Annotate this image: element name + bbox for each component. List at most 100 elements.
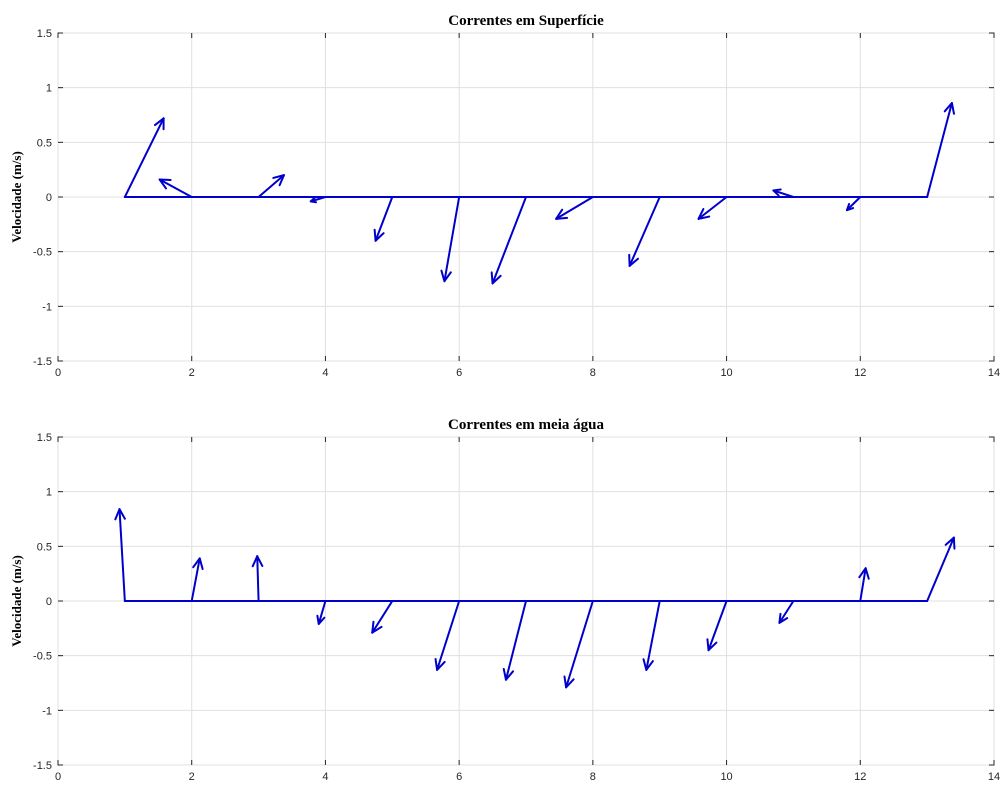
vector-arrowhead: [251, 555, 264, 568]
vector-arrowhead: [697, 208, 711, 220]
vector-arrowhead: [778, 612, 789, 624]
current-vector: [772, 188, 795, 198]
vector-shaft: [772, 189, 795, 198]
current-vector: [309, 196, 327, 204]
current-vector: [778, 600, 795, 624]
x-tick-label: 14: [988, 367, 1000, 379]
current-vector: [502, 600, 527, 681]
x-tick-label: 8: [590, 367, 596, 379]
y-tick-label: 1.5: [37, 28, 52, 40]
axis-ticks: 0 2 4 6 8 10 12 14 1.5 1 0.5 0 -0.5 -1 -1.5: [33, 432, 1000, 783]
current-vector: [490, 196, 527, 285]
vector-arrowhead: [153, 117, 165, 131]
vector-arrowhead: [192, 557, 204, 570]
vector-shaft: [778, 600, 795, 624]
current-vector: [440, 196, 461, 283]
y-tick-label: -0.5: [33, 651, 52, 663]
vector-arrowhead: [373, 228, 385, 242]
current-vector: [371, 600, 394, 634]
vector-shaft: [628, 196, 661, 267]
y-tick-label: -1: [42, 705, 52, 717]
y-tick-label: 0: [46, 596, 52, 608]
vector-shaft: [491, 196, 527, 285]
vector-arrowhead: [943, 101, 955, 115]
vector-shaft: [256, 555, 260, 602]
x-tick-label: 2: [189, 771, 195, 783]
y-tick-label: -1.5: [33, 356, 52, 368]
y-axis-label: Velocidade (m/s): [9, 151, 24, 243]
vector-arrowhead: [272, 174, 285, 187]
chart-title: Correntes em meia água: [448, 417, 604, 433]
x-tick-label: 6: [456, 771, 462, 783]
x-tick-label: 2: [189, 367, 195, 379]
current-vector: [926, 536, 956, 602]
current-vector: [642, 600, 661, 671]
vector-shaft: [555, 196, 594, 220]
current-vector: [858, 567, 870, 602]
vector-arrowhead: [502, 667, 515, 681]
vector-shaft: [926, 101, 953, 198]
vector-arrowhead: [845, 202, 855, 212]
vector-shaft: [845, 196, 862, 212]
vector-arrowhead: [434, 657, 446, 671]
current-vector: [555, 196, 594, 220]
vector-arrowhead: [563, 675, 575, 689]
current-vector: [697, 196, 728, 220]
current-vector: [926, 101, 955, 198]
vector-shaft: [436, 600, 461, 671]
vector-shaft: [859, 567, 867, 602]
axis-ticks: 0 2 4 6 8 10 12 14 1.5 1 0.5 0 -0.5 -1 -1.5: [33, 28, 1000, 379]
y-tick-label: 0.5: [37, 541, 52, 553]
vector-shaft: [504, 600, 527, 681]
vector-shaft: [309, 196, 327, 203]
chart-title: Correntes em Superfície: [448, 13, 604, 29]
vector-shaft: [317, 600, 327, 625]
x-tick-label: 0: [55, 367, 61, 379]
x-tick-label: 14: [988, 771, 1000, 783]
vector-shaft: [645, 600, 661, 671]
current-vector: [158, 178, 193, 198]
vector-arrowhead: [371, 620, 383, 634]
current-vector: [251, 555, 264, 602]
y-tick-label: -0.5: [33, 247, 52, 259]
vector-shaft: [443, 196, 461, 283]
vector-shaft: [158, 178, 193, 198]
x-tick-label: 12: [854, 367, 866, 379]
vector-arrowhead: [944, 536, 956, 550]
vector-arrowhead: [114, 508, 126, 521]
vector-shaft: [697, 196, 728, 220]
y-tick-label: 1.5: [37, 432, 52, 444]
vector-arrowhead: [440, 269, 452, 283]
vector-shaft: [374, 196, 394, 242]
vector-arrowhead: [642, 658, 654, 671]
x-tick-label: 10: [720, 771, 732, 783]
current-vector: [373, 196, 394, 242]
x-tick-label: 0: [55, 771, 61, 783]
x-tick-label: 10: [720, 367, 732, 379]
vector-shaft: [926, 536, 955, 602]
current-vector: [257, 174, 285, 198]
x-tick-label: 4: [322, 367, 328, 379]
vector-arrowhead: [628, 253, 639, 267]
vector-shaft: [123, 117, 165, 198]
current-vector: [706, 600, 728, 652]
y-tick-label: 0: [46, 192, 52, 204]
vectors: [114, 508, 956, 689]
y-axis-label: Velocidade (m/s): [9, 555, 24, 647]
vector-shaft: [257, 174, 285, 198]
surface-currents-plot: 0 2 4 6 8 10 12 14 1.5 1 0.5 0 -0.5 -1 -1.5 Correntes …: [9, 13, 1000, 379]
vector-arrowhead: [706, 638, 718, 652]
vector-arrowhead: [490, 271, 502, 285]
vector-arrowhead: [555, 208, 569, 220]
y-tick-label: 0.5: [37, 137, 52, 149]
current-vector: [114, 508, 126, 602]
x-tick-label: 12: [854, 771, 866, 783]
vectors: [123, 101, 955, 285]
x-tick-label: 6: [456, 367, 462, 379]
current-vector: [190, 557, 204, 602]
vector-arrowhead: [309, 196, 318, 204]
current-vector: [123, 117, 165, 198]
current-vector: [845, 196, 862, 212]
vector-shaft: [565, 600, 594, 689]
